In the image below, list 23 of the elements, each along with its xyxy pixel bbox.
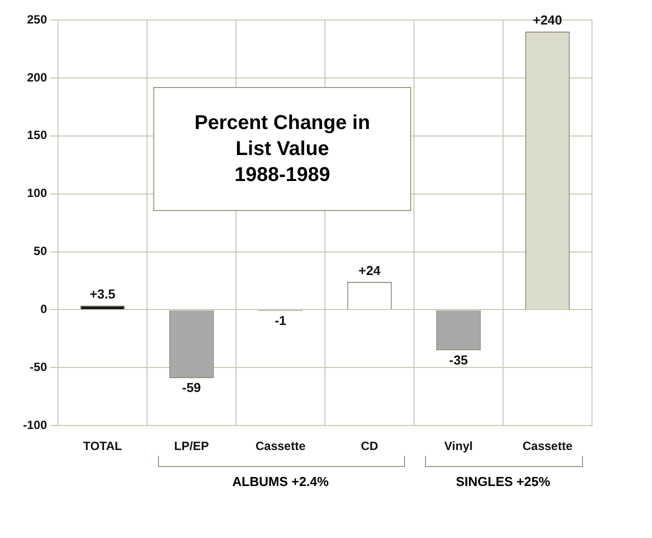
- y-tick-label: 150: [26, 128, 48, 142]
- data-label: -1: [274, 312, 286, 328]
- x-tick-label: Cassette: [522, 439, 573, 454]
- data-label: +240: [532, 12, 562, 28]
- y-tick-label: 200: [26, 70, 48, 84]
- data-label: +24: [358, 262, 382, 278]
- data-label: +3.5: [90, 286, 116, 302]
- y-tick-label: 100: [26, 186, 48, 200]
- x-tick-label: LP/EP: [174, 439, 209, 454]
- y-tick-label: -50: [30, 360, 48, 374]
- data-label: -35: [449, 352, 468, 368]
- data-label: -59: [182, 380, 201, 396]
- x-tick-label: CD: [360, 439, 378, 454]
- x-tick-label: Vinyl: [444, 439, 473, 454]
- title-box: Percent Change in List Value 1988-1989: [153, 87, 412, 212]
- y-tick-label: 50: [34, 244, 48, 258]
- text: ALBUMS +2.4%: [232, 474, 329, 489]
- text: SINGLES +25%: [456, 474, 550, 489]
- x-tick-label: Cassette: [255, 439, 306, 454]
- y-tick-label: -100: [22, 418, 48, 432]
- y-tick-label: 250: [26, 12, 48, 26]
- x-tick-label: TOTAL: [83, 439, 122, 454]
- y-tick-label: 0: [40, 302, 48, 316]
